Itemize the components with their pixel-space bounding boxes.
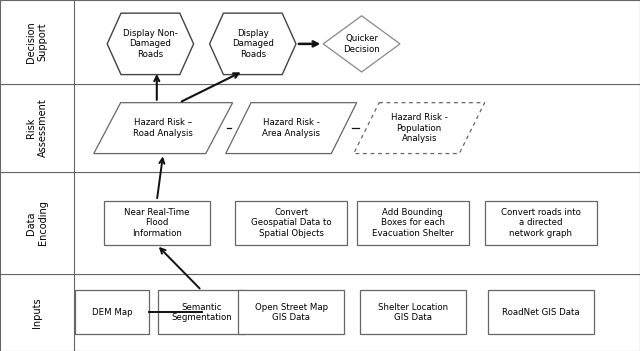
Text: Decision
Support: Decision Support — [26, 21, 47, 63]
Polygon shape — [323, 16, 400, 72]
Bar — [76, 291, 148, 334]
Text: Data
Encoding: Data Encoding — [26, 200, 47, 245]
Polygon shape — [107, 13, 193, 75]
Text: DEM Map: DEM Map — [92, 308, 132, 317]
Text: Near Real-Time
Flood
Information: Near Real-Time Flood Information — [124, 208, 189, 238]
Bar — [0, 84, 640, 172]
Polygon shape — [94, 102, 233, 154]
Text: Open Street Map
GIS Data: Open Street Map GIS Data — [255, 303, 328, 322]
Bar — [360, 291, 466, 334]
Polygon shape — [210, 13, 296, 75]
Text: Quicker
Decision: Quicker Decision — [343, 34, 380, 54]
Text: Convert roads into
a directed
network graph: Convert roads into a directed network gr… — [501, 208, 580, 238]
Text: Shelter Location
GIS Data: Shelter Location GIS Data — [378, 303, 448, 322]
Bar — [488, 291, 594, 334]
Bar — [0, 172, 640, 274]
Text: Risk
Assessment: Risk Assessment — [26, 99, 47, 158]
Bar — [236, 201, 347, 245]
Text: Hazard Risk -
Area Analysis: Hazard Risk - Area Analysis — [262, 118, 320, 138]
Text: Display Non-
Damaged
Roads: Display Non- Damaged Roads — [123, 29, 178, 59]
Bar — [104, 201, 210, 245]
Bar — [239, 291, 344, 334]
Bar — [357, 201, 468, 245]
Text: Add Bounding
Boxes for each
Evacuation Shelter: Add Bounding Boxes for each Evacuation S… — [372, 208, 454, 238]
Bar — [485, 201, 596, 245]
Text: Hazard Risk -
Population
Analysis: Hazard Risk - Population Analysis — [391, 113, 447, 143]
Text: Hazard Risk –
Road Analysis: Hazard Risk – Road Analysis — [133, 118, 193, 138]
Text: Semantic
Segmentation: Semantic Segmentation — [172, 303, 232, 322]
Bar — [0, 0, 640, 84]
Polygon shape — [226, 102, 356, 154]
Text: RoadNet GIS Data: RoadNet GIS Data — [502, 308, 580, 317]
Text: Convert
Geospatial Data to
Spatial Objects: Convert Geospatial Data to Spatial Objec… — [251, 208, 332, 238]
Bar — [159, 291, 245, 334]
Text: Display
Damaged
Roads: Display Damaged Roads — [232, 29, 274, 59]
Bar — [0, 274, 640, 351]
Text: Inputs: Inputs — [32, 297, 42, 328]
Polygon shape — [354, 102, 484, 154]
